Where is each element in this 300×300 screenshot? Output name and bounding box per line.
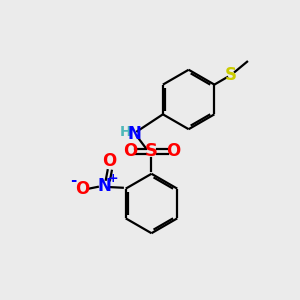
Text: O: O — [102, 152, 116, 170]
Text: N: N — [98, 177, 111, 195]
Text: +: + — [107, 172, 118, 185]
Text: N: N — [127, 125, 141, 143]
Text: O: O — [123, 142, 137, 160]
Text: -: - — [70, 173, 76, 188]
Text: O: O — [75, 180, 89, 198]
Text: H: H — [119, 125, 131, 139]
Text: S: S — [225, 66, 237, 84]
Text: S: S — [145, 142, 158, 160]
Text: O: O — [166, 142, 180, 160]
